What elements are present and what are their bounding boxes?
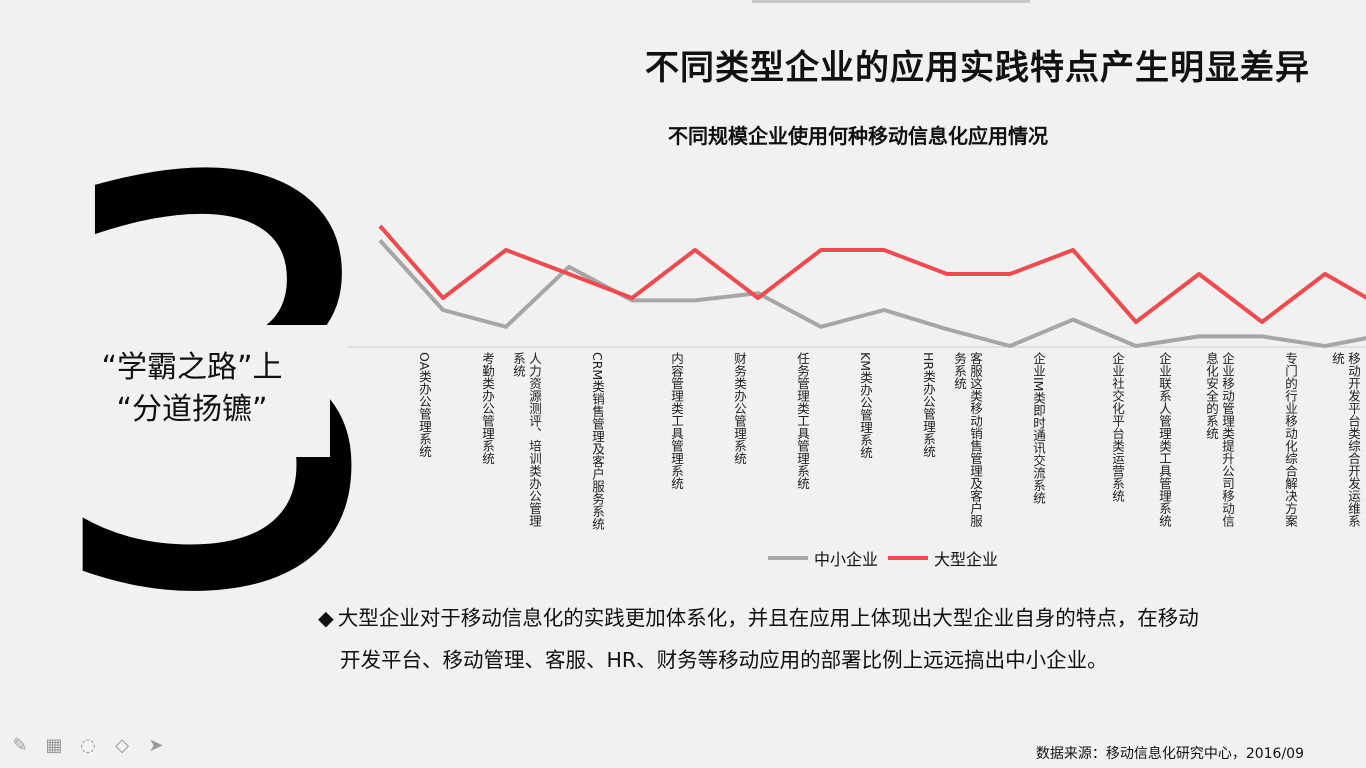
category-label-14: 专门的行业移动化综合解决方案: [1283, 352, 1298, 527]
bullet-text-line1: 大型企业对于移动信息化的实践更加体系化，并且在应用上体现出大型企业自身的特点，在…: [337, 606, 1199, 630]
diamond-bullet-icon: ◆: [318, 606, 334, 630]
side-caption: “学霸之路”上 “分道扬镳”: [62, 347, 322, 431]
keyboard-icon[interactable]: ▦: [45, 735, 63, 756]
side-caption-line2: “分道扬镳”: [116, 392, 268, 427]
category-label-3: CRM类销售管理及客户服务系统: [590, 352, 605, 531]
big-number-mask: [40, 325, 330, 457]
presentation-toolbar: ✎ ▦ ◌ ◇ ➤: [8, 734, 168, 758]
category-label-2: 人力资源测评、培训类办公管理系统: [511, 352, 542, 527]
chart-legend: 中小企业 大型企业: [768, 546, 1002, 570]
category-label-6: 任务管理类工具管理系统: [795, 352, 810, 490]
category-label-10: 企业IM类即时通讯交流系统: [1031, 352, 1046, 504]
legend-swatch-large: [888, 556, 929, 560]
category-label-9: 客服这类移动销售管理及客户服务系统: [952, 352, 983, 527]
category-label-8: HR类办公管理系统: [921, 352, 936, 458]
pen-icon[interactable]: ✎: [12, 735, 28, 756]
category-label-15: 移动开发平台类综合开发运维系统: [1330, 352, 1361, 527]
category-label-12: 企业联系人管理类工具管理系统: [1157, 352, 1172, 527]
category-label-4: 内容管理类工具管理系统: [669, 352, 684, 490]
side-caption-line1: “学霸之路”上: [101, 350, 283, 385]
category-label-13: 企业移动管理类提升公司移动信息化安全的系统: [1204, 352, 1235, 527]
legend-swatch-sme: [768, 556, 808, 560]
page-title: 不同类型企业的应用实践特点产生明显差异: [645, 48, 1310, 88]
top-divider-bar: [752, 0, 1030, 3]
pointer-icon[interactable]: ➤: [148, 735, 164, 756]
legend-item-large: 大型企业: [888, 546, 998, 570]
chart-title: 不同规模企业使用何种移动信息化应用情况: [668, 124, 1048, 148]
bullet-line1: ◆ 大型企业对于移动信息化的实践更加体系化，并且在应用上体现出大型企业自身的特点，…: [318, 597, 1318, 639]
category-label-0: OA类办公管理系统: [417, 352, 432, 458]
bullet-text-line2: 开发平台、移动管理、客服、HR、财务等移动应用的部署比例上远远搞出中小企业。: [340, 648, 1108, 672]
category-label-7: KM类办公管理系统: [858, 352, 873, 459]
ink-icon[interactable]: ◌: [80, 735, 96, 756]
eraser-icon[interactable]: ◇: [115, 735, 129, 756]
category-label-11: 企业社交化平台类运营系统: [1110, 352, 1125, 502]
bullet-paragraph: ◆ 大型企业对于移动信息化的实践更加体系化，并且在应用上体现出大型企业自身的特点，…: [318, 597, 1318, 681]
legend-item-sme: 中小企业: [768, 546, 878, 570]
legend-label-large: 大型企业: [934, 550, 999, 569]
category-label-1: 考勤类办公管理系统: [480, 352, 495, 465]
category-label-5: 财务类办公管理系统: [732, 352, 747, 465]
data-source: 数据来源：移动信息化研究中心，2016/09: [1035, 746, 1304, 762]
legend-label-sme: 中小企业: [814, 550, 879, 569]
